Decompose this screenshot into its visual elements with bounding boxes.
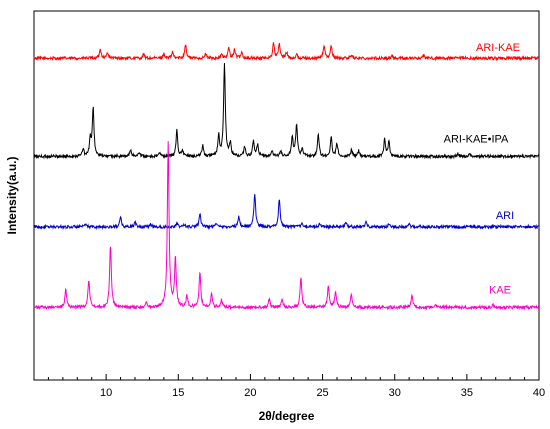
plot-frame <box>33 10 540 381</box>
series-label: KAE <box>489 284 511 296</box>
x-axis-ticks: 10 15 20 25 30 35 40 <box>33 374 545 399</box>
x-tick-label: 30 <box>389 387 401 399</box>
x-tick-label: 20 <box>244 387 256 399</box>
x-tick-label: 40 <box>533 387 545 399</box>
x-tick-label: 25 <box>316 387 328 399</box>
series-line-ari <box>33 194 539 231</box>
series-line-kae <box>33 141 540 311</box>
x-tick-label: 10 <box>100 387 112 399</box>
series-label: ARI-KAE <box>476 42 520 54</box>
x-tick-label: 35 <box>461 387 473 399</box>
series-line-ari-kae-ipa <box>33 63 540 160</box>
series-line-ari-kae <box>33 42 540 62</box>
series-label: ARI-KAE•IPA <box>444 133 509 145</box>
x-axis-title: 2θ/degree <box>259 409 315 423</box>
series-label: ARI <box>496 210 514 222</box>
x-tick-label: 15 <box>172 387 184 399</box>
series-labels: ARI-KAE ARI-KAE•IPA ARI KAE <box>444 42 520 296</box>
series-lines <box>33 42 540 311</box>
y-axis-title: Intensity(a.u.) <box>5 156 19 234</box>
